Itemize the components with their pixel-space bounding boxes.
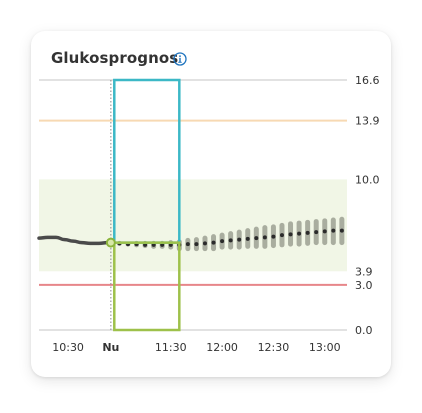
forecast-point [220,239,225,244]
y-tick-label: 16.6 [355,74,380,87]
history-line [37,235,110,246]
x-tick-label-now: Nu [102,341,119,354]
x-tick-label: 11:30 [155,341,187,354]
forecast-point [305,230,310,235]
forecast-point [151,242,156,247]
forecast-point [279,233,284,238]
forecast-point [228,238,233,243]
forecast-point [237,237,242,242]
y-tick-label: 3.0 [355,279,373,292]
forecast-point [160,242,165,247]
info-icon[interactable] [173,52,187,66]
highlight-lower-box [113,241,181,332]
y-tick-label: 0.0 [355,324,373,337]
y-tick-label: 13.9 [355,115,380,128]
x-tick-label: 12:00 [206,341,238,354]
y-tick-label: 3.9 [355,265,373,278]
forecast-point [168,242,173,247]
forecast-point [143,242,148,247]
forecast-point [271,234,276,239]
x-tick-label: 12:30 [258,341,290,354]
forecast-point [245,236,250,241]
card-title: Glukosprognos [51,49,179,67]
x-tick-label: 10:30 [52,341,84,354]
forecast-point [185,242,190,247]
forecast-point [297,231,302,236]
now-marker [105,237,116,248]
forecast-point [194,242,199,247]
forecast-point [202,241,207,246]
x-tick-label: 13:00 [309,341,341,354]
forecast-point [288,232,293,237]
forecast-point [314,230,319,235]
target-range-band [39,179,347,272]
forecast-point [254,236,259,241]
forecast-point [262,235,267,240]
forecast-point [331,228,336,233]
y-tick-label: 10.0 [355,173,380,186]
forecast-point [339,228,344,233]
forecast-point [322,229,327,234]
forecast-point [211,240,216,245]
